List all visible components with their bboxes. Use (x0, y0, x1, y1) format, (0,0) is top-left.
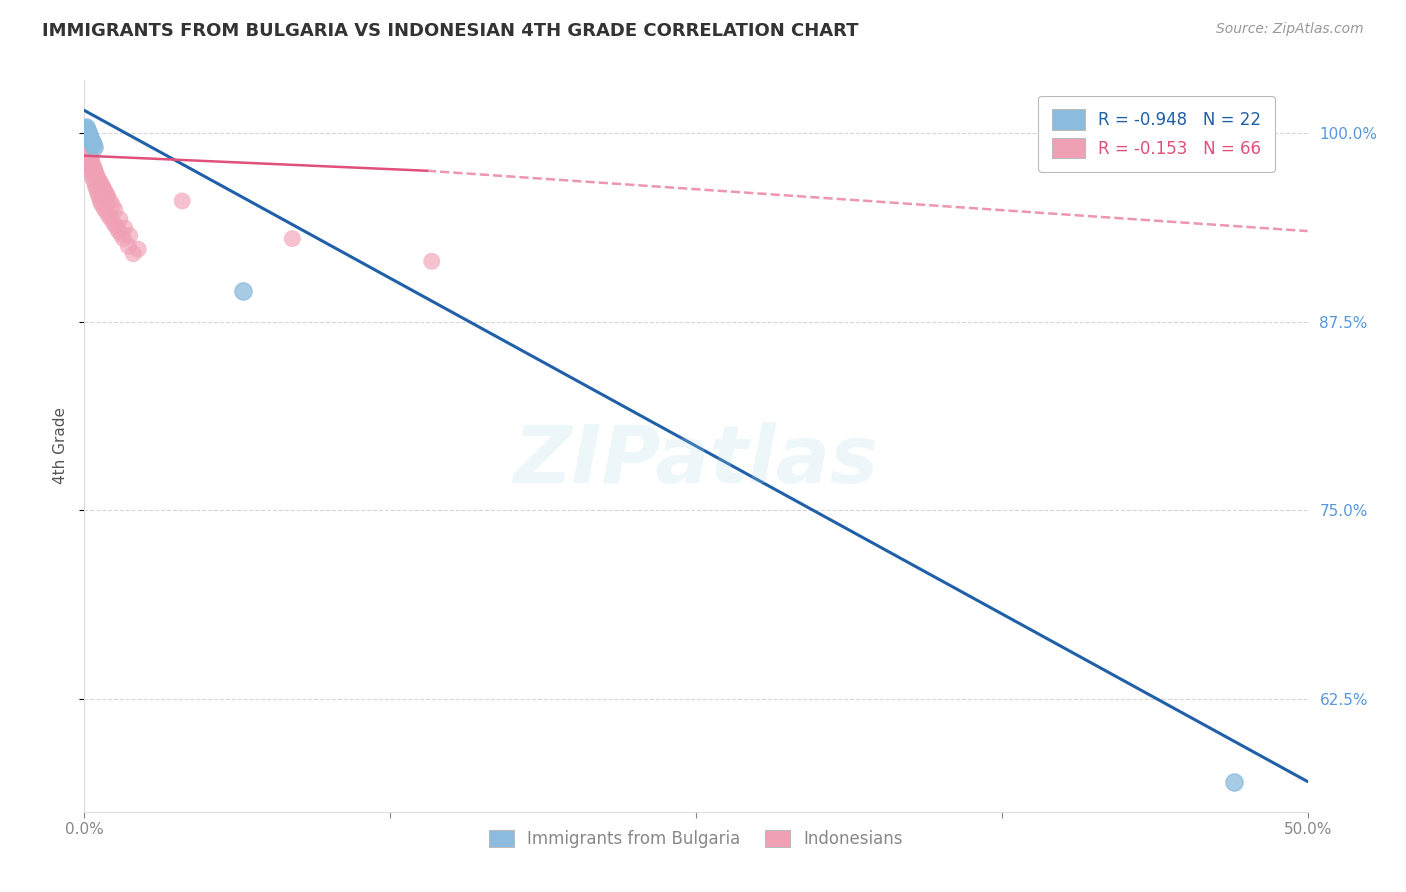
Point (77, 145, 100, 160)
Point (100, 212, 122, 227)
Text: IMMIGRANTS FROM BULGARIA VS INDONESIAN 4TH GRADE CORRELATION CHART: IMMIGRANTS FROM BULGARIA VS INDONESIAN 4… (42, 22, 859, 40)
Point (117, 239, 139, 253)
Point (76, 124, 98, 138)
Point (76, 135, 98, 149)
Point (77, 129, 100, 144)
Point (103, 217, 125, 231)
Point (77, 143, 100, 157)
Point (79, 130, 101, 145)
Text: ZIPatlas: ZIPatlas (513, 422, 879, 500)
Point (84, 165, 107, 179)
Point (76, 123, 98, 137)
Point (1223, 774, 1246, 789)
Point (82, 171, 104, 186)
Point (172, 194, 194, 208)
Text: Source: ZipAtlas.com: Source: ZipAtlas.com (1216, 22, 1364, 37)
Point (104, 202, 127, 217)
Point (77, 129, 100, 144)
Point (87, 186, 110, 201)
Point (114, 221, 136, 235)
Point (89, 176, 111, 190)
Point (93, 183, 115, 197)
Point (105, 219, 128, 234)
Point (281, 232, 304, 246)
Point (84, 167, 107, 181)
Point (87, 189, 110, 203)
Point (98, 194, 121, 208)
Point (77, 128, 100, 142)
Point (96, 204, 118, 219)
Point (77, 141, 100, 155)
Point (87, 171, 110, 186)
Point (89, 174, 111, 188)
Point (82, 158, 104, 172)
Legend: Immigrants from Bulgaria, Indonesians: Immigrants from Bulgaria, Indonesians (482, 823, 910, 855)
Point (108, 212, 131, 227)
Point (80, 134, 103, 148)
Point (79, 150, 101, 164)
Point (76, 141, 98, 155)
Point (97, 189, 120, 203)
Y-axis label: 4th Grade: 4th Grade (53, 408, 69, 484)
Point (77, 126, 100, 140)
Point (80, 167, 103, 181)
Point (75, 120, 97, 134)
Point (91, 178, 114, 193)
Point (76, 123, 98, 137)
Point (75, 129, 97, 144)
Point (122, 246, 145, 260)
Point (75, 121, 97, 136)
Point (110, 227, 132, 241)
Point (86, 169, 108, 184)
Point (91, 180, 114, 194)
Point (127, 242, 149, 256)
Point (89, 194, 111, 208)
Point (79, 147, 101, 161)
Point (420, 254, 443, 268)
Point (90, 197, 112, 211)
Point (79, 156, 101, 170)
Point (79, 132, 101, 146)
Point (77, 152, 100, 166)
Point (75, 134, 97, 148)
Point (82, 136, 104, 151)
Point (75, 132, 97, 146)
Point (83, 162, 105, 177)
Point (101, 198, 124, 212)
Point (77, 144, 100, 158)
Point (75, 121, 97, 136)
Point (76, 138, 98, 153)
Point (94, 185, 117, 199)
Point (79, 132, 101, 146)
Point (77, 149, 100, 163)
Point (79, 159, 101, 173)
Point (86, 182, 108, 196)
Point (76, 136, 98, 151)
Point (80, 153, 103, 168)
Point (83, 139, 105, 153)
Point (118, 228, 141, 243)
Point (84, 178, 107, 193)
Point (107, 224, 129, 238)
Point (77, 126, 100, 140)
Point (232, 285, 254, 299)
Point (80, 135, 103, 149)
Point (80, 163, 103, 178)
Point (93, 202, 115, 216)
Point (83, 174, 105, 188)
Point (97, 209, 120, 223)
Point (80, 154, 103, 169)
Point (83, 161, 105, 175)
Point (90, 178, 112, 192)
Point (76, 124, 98, 138)
Point (112, 232, 135, 246)
Point (77, 128, 100, 142)
Point (96, 187, 118, 202)
